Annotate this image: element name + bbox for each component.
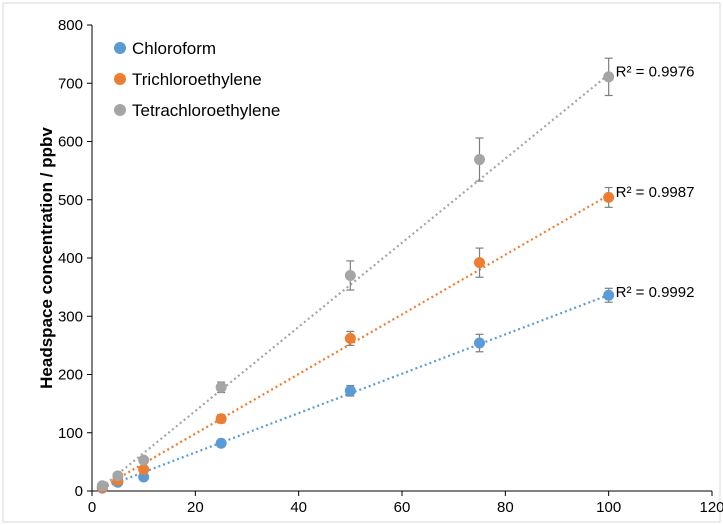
- y-axis-title: Headspace concentration / ppbv: [37, 127, 56, 389]
- point-tetrachloroethylene: [138, 454, 150, 466]
- legend-marker: [114, 42, 126, 54]
- point-trichloroethylene: [138, 463, 150, 475]
- x-tick-label: 20: [187, 499, 204, 516]
- trendline-trichloroethylene: [101, 194, 610, 489]
- point-chloroform: [603, 289, 615, 301]
- point-chloroform: [474, 337, 485, 349]
- legend-marker: [114, 104, 126, 116]
- r2-labels: R² = 0.9992 R² = 0.9987 R² = 0.9976: [616, 64, 695, 301]
- x-tick-label: 40: [290, 499, 307, 516]
- y-tick-label: 0: [75, 483, 83, 500]
- point-tetrachloroethylene: [96, 480, 108, 492]
- y-tick-label: 500: [58, 192, 83, 209]
- x-tick-label: 0: [88, 499, 96, 516]
- y-tick-label: 700: [58, 75, 83, 92]
- legend-marker: [114, 73, 126, 85]
- x-tick-label: 100: [596, 499, 621, 516]
- trendlines: [101, 73, 610, 489]
- legend-label: Chloroform: [132, 39, 216, 58]
- r2-label-tetrachloroethylene: R² = 0.9976: [616, 64, 695, 81]
- y-tick-label: 200: [58, 367, 83, 384]
- x-tick-label: 60: [394, 499, 411, 516]
- r2-label-trichloroethylene: R² = 0.9987: [616, 184, 695, 201]
- point-tetrachloroethylene: [215, 381, 227, 393]
- legend-label: Trichloroethylene: [132, 70, 262, 89]
- legend-item-tetrachloroethylene: Tetrachloroethylene: [114, 101, 280, 120]
- point-trichloroethylene: [603, 191, 615, 203]
- y-tick-label: 800: [58, 17, 83, 34]
- legend-item-trichloroethylene: Trichloroethylene: [114, 70, 262, 89]
- point-chloroform: [344, 385, 356, 397]
- y-tick-label: 600: [58, 134, 83, 151]
- legend-item-chloroform: Chloroform: [114, 39, 216, 58]
- r2-label-chloroform: R² = 0.9992: [616, 284, 695, 301]
- trendline-tetrachloroethylene: [101, 73, 610, 488]
- point-tetrachloroethylene: [603, 71, 615, 83]
- x-tick-label: 80: [497, 499, 514, 516]
- y-tick-label: 100: [58, 425, 83, 442]
- point-trichloroethylene: [215, 413, 227, 425]
- point-chloroform: [138, 471, 150, 483]
- data-points: [96, 71, 615, 494]
- legend: Chloroform Trichloroethylene Tetrachloroet…: [114, 39, 280, 120]
- y-tick-label: 400: [58, 250, 83, 267]
- legend-label: Tetrachloroethylene: [132, 101, 280, 120]
- point-chloroform: [215, 437, 227, 449]
- point-tetrachloroethylene: [112, 470, 124, 482]
- point-trichloroethylene: [344, 332, 356, 344]
- point-trichloroethylene: [474, 257, 485, 269]
- point-tetrachloroethylene: [474, 154, 485, 166]
- point-tetrachloroethylene: [344, 269, 356, 281]
- x-tick-label: 120: [699, 499, 723, 516]
- y-tick-label: 300: [58, 308, 83, 325]
